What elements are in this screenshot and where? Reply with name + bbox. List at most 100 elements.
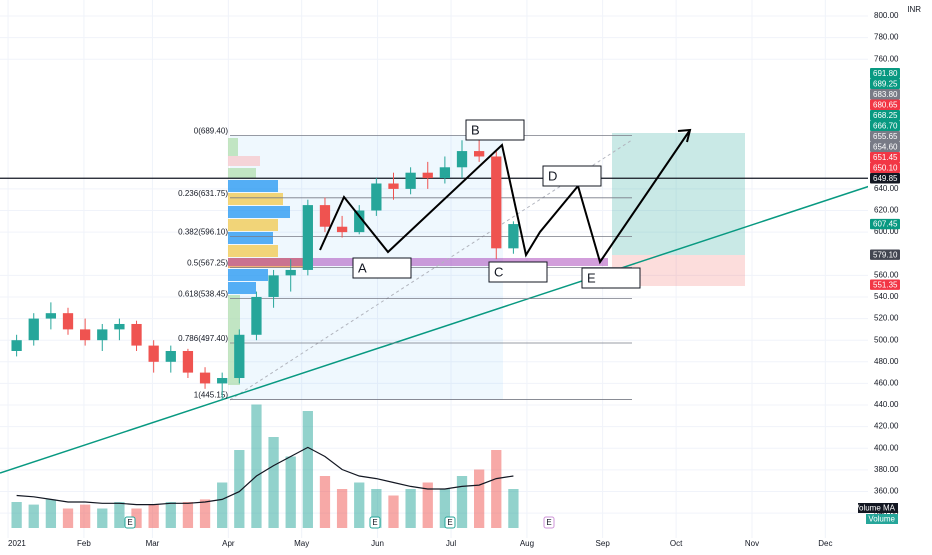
volume-bar [371,489,382,528]
price-tag-label: 668.25 [873,111,898,120]
profile-bar [228,180,278,192]
volume-bar [491,450,502,528]
volume-bar [319,476,331,528]
event-label: E [546,518,551,527]
candle-body [319,205,331,227]
candle-body [268,275,279,297]
y-tick-label: 460.00 [874,379,899,388]
price-tag: 680.65 [870,99,900,110]
y-tick-label: 620.00 [874,206,899,215]
price-tag-box [870,249,900,260]
wave-points: A B C D E [352,119,641,289]
y-tick-label: 440.00 [874,400,899,409]
x-tick-label: Dec [818,539,832,548]
candle-body [302,205,313,270]
volume-bar [285,456,296,528]
event-label: E [127,518,132,527]
volume-bar [199,499,211,528]
volume-bar [302,411,313,528]
currency: INR [907,5,921,14]
candle-body [388,183,399,189]
candle-body [97,329,108,341]
legend-box [858,503,898,513]
price-tag-label: 650.10 [873,163,898,172]
volume-bar [131,508,142,528]
volume-bar [405,489,416,528]
profile-bar [228,269,268,281]
price-tag-box [870,120,900,131]
y-tick-label: 640.00 [874,184,899,193]
price-tag-label: 551.35 [873,280,898,289]
candle-body [508,224,519,249]
volume-bar [234,450,245,528]
price-tag-label: 651.45 [873,153,898,162]
wave-path [319,129,691,265]
volume-bar [336,489,348,528]
profile-bar [228,138,238,156]
event-label: E [447,518,452,527]
legend-box [866,514,898,524]
y-tick-label: 400.00 [874,443,899,452]
price-tag: 691.80 [870,68,900,79]
series: E E E E [0,135,868,529]
volume-bar [354,482,365,528]
price-tag-box [870,78,900,89]
candle-body [28,318,39,341]
x-tick-label: Feb [77,539,91,548]
price-tag: 654.60 [870,141,900,152]
volume-bar [473,469,485,528]
point-box [488,261,548,283]
price-tag: 668.25 [870,110,900,121]
price-tag: 607.45 [870,218,900,230]
price-tag-box [870,162,900,173]
x-tick-label: Apr [222,539,235,548]
event-box [124,516,136,529]
price-tag-box [870,279,900,290]
volume-bar [114,502,125,528]
price-tag: 689.25 [870,78,900,89]
price-tag: 551.35 [870,279,900,290]
volume-bar [508,489,519,528]
y-tick-label: 380.00 [874,465,899,474]
volume-bar [217,482,228,528]
volume-bar [268,437,279,528]
point-box [581,267,641,289]
candle-body [199,372,211,384]
volume-bar [388,495,399,528]
volume-bar [439,489,451,528]
volume-bar [251,404,262,528]
legend: Volume MA Volume [854,503,898,524]
y-tick-label: 540.00 [874,292,899,301]
price-tag-label: 691.80 [873,69,898,78]
price-tag-box [870,110,900,121]
point-label: B [471,122,480,137]
event-label: E [372,518,377,527]
price-tag-box [870,89,900,100]
profile-bar [228,156,260,166]
arrow-head [677,128,692,143]
fib-label: 0.786(497.40) [178,334,228,343]
profile-bar [228,206,290,218]
fib-label: 1(445.15) [194,391,229,400]
candle-body [165,350,176,362]
candle-body [45,313,57,319]
candle-body [79,329,91,341]
y-tick-label: 420.00 [874,422,899,431]
y-tick-label: 480.00 [874,357,899,366]
point-box [465,119,525,141]
candle-body [354,210,365,233]
fib-label: 0.618(538.45) [178,290,228,299]
price-tag: 655.65 [870,131,900,142]
event-box [369,516,381,529]
x-tick-label: Sep [596,539,611,548]
x-tick-label: Mar [146,539,160,548]
x-tick-label: Jul [446,539,456,548]
price-tag: 650.10 [870,162,900,173]
volume-bar [28,504,39,528]
price-tag: 649.85 [870,173,900,184]
x-tick-label: May [294,539,309,548]
candle-body [336,226,348,233]
volume-bar [62,508,74,528]
fib-label: 0.382(596.10) [178,227,228,236]
